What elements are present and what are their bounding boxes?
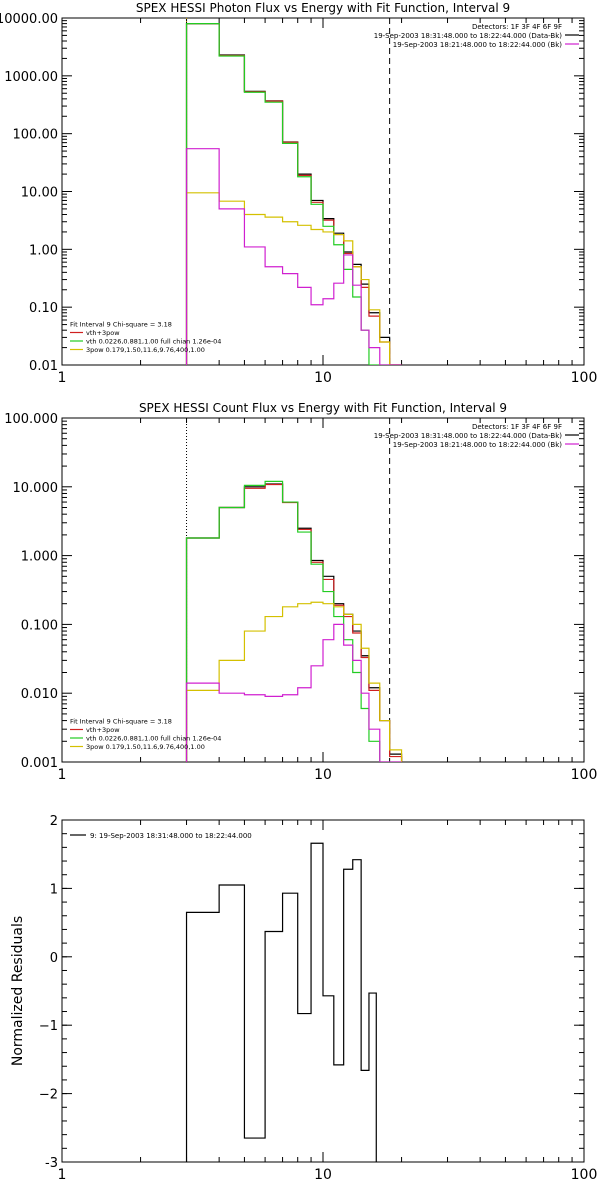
y-tick-label: 0.010	[21, 687, 58, 702]
legend-top-left-line: 9: 19-Sep-2003 18:31:48.000 to 18:22:44.…	[90, 832, 252, 840]
series-line-1	[185, 483, 403, 762]
y-tick-label: 1	[50, 882, 58, 897]
photon-flux-panel: SPEX HESSI Photon Flux vs Energy with Fi…	[0, 1, 597, 386]
series-line-0	[185, 483, 403, 762]
legend-bottom-left-line: vth 0.0226,0.881,1.00 full chian 1.26e-0…	[86, 338, 221, 346]
legend-bottom-left-line: Fit Interval 9 Chi-square = 3.18	[70, 321, 172, 329]
series-group	[185, 480, 403, 762]
y-tick-label: 1.00	[29, 243, 58, 258]
y-tick-label: 0	[50, 951, 58, 966]
legend-bottom-left-line: vth+3pow	[86, 329, 120, 337]
y-tick-label: 100.00	[13, 128, 59, 143]
series-group	[185, 842, 377, 1162]
legend-bottom-left-line: vth+3pow	[86, 726, 120, 734]
legend-bottom-left-line: vth 0.0226,0.881,1.00 full chian 1.26e-0…	[86, 735, 221, 743]
x-tick-label: 10	[314, 1167, 332, 1183]
legend-top-right-line: Detectors: 1F 3F 4F 6F 9F	[472, 423, 562, 431]
legend-top-right-line: 19-Sep-2003 18:21:48.000 to 18:22:44.000…	[393, 441, 563, 449]
y-tick-label: 100.000	[4, 412, 58, 427]
y-tick-label: −1	[39, 1019, 58, 1034]
legend-top-right-line: 19-Sep-2003 18:31:48.000 to 18:22:44.000…	[374, 32, 563, 40]
count-flux-panel: SPEX HESSI Count Flux vs Energy with Fit…	[4, 401, 597, 783]
x-tick-label: 1	[58, 370, 67, 386]
residuals-panel: 1 10 100 -3 −2 −1 0 1 2 Normalized Residuals 9: 19…	[10, 814, 597, 1183]
legend-top-right-line: 19-Sep-2003 18:21:48.000 to 18:22:44.000…	[393, 41, 563, 49]
series-line-4	[185, 148, 402, 365]
x-tick-label: 10	[314, 370, 332, 386]
x-tick-label: 10	[314, 767, 332, 783]
y-tick-label: 0.001	[21, 756, 58, 771]
series-line-3	[185, 601, 403, 762]
series-group	[185, 23, 402, 365]
legend-top-right-line: 19-Sep-2003 18:31:48.000 to 18:22:44.000…	[374, 432, 563, 440]
x-tick-label: 100	[571, 767, 598, 783]
plot-frame	[61, 17, 585, 366]
y-tick-label: 2	[50, 814, 58, 829]
y-tick-label: −2	[39, 1088, 58, 1103]
legend-top-right-line: Detectors: 1F 3F 4F 6F 9F	[472, 23, 562, 31]
y-tick-label: 10.00	[21, 186, 58, 201]
y-tick-label: 0.100	[21, 618, 58, 633]
y-tick-label: 10000.00	[0, 12, 58, 27]
legend-bottom-left-line: Fit Interval 9 Chi-square = 3.18	[70, 718, 172, 726]
x-tick-label: 100	[571, 370, 598, 386]
y-tick-label: -3	[45, 1156, 58, 1171]
legend-bottom-left-line: 3pow 0.179,1.50,11.6,9.76,400,1.00	[86, 743, 205, 751]
y-tick-label: 1000.00	[4, 70, 58, 85]
y-tick-label: 10.000	[13, 481, 59, 496]
y-tick-label: 0.10	[29, 301, 58, 316]
y-tick-label: 1.000	[21, 550, 58, 565]
series-line-0	[185, 842, 377, 1162]
x-tick-label: 1	[58, 767, 67, 783]
legend-bottom-left-line: 3pow 0.179,1.50,11.6,9.76,400,1.00	[86, 346, 205, 354]
series-line-4	[185, 623, 402, 762]
x-tick-label: 1	[58, 1167, 67, 1183]
y-axis-label: Normalized Residuals	[10, 916, 26, 1066]
chart-title: SPEX HESSI Count Flux vs Energy with Fit…	[139, 401, 507, 415]
chart-title: SPEX HESSI Photon Flux vs Energy with Fi…	[136, 1, 510, 15]
x-tick-label: 100	[571, 1167, 598, 1183]
y-tick-label: 0.01	[29, 359, 58, 374]
